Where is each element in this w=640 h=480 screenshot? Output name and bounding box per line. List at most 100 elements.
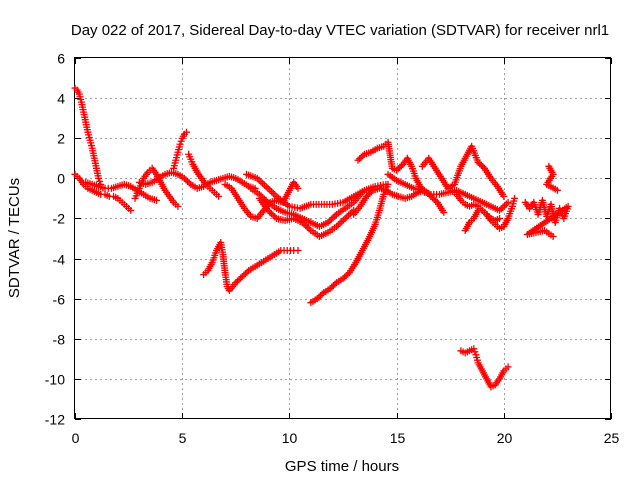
y-tick-label: -4 — [53, 252, 66, 268]
data-point — [180, 174, 188, 182]
data-point — [326, 285, 334, 293]
data-point — [177, 137, 185, 145]
y-tick-label: -6 — [53, 292, 66, 308]
data-point — [294, 184, 302, 192]
data-point — [440, 208, 448, 216]
y-tick-label: -12 — [45, 412, 65, 428]
data-point — [235, 276, 243, 284]
chart-title: Day 022 of 2017, Sidereal Day-to-day VTE… — [71, 22, 609, 39]
data-point — [500, 192, 508, 200]
data-point — [262, 183, 270, 191]
y-tick-label: -8 — [53, 332, 66, 348]
data-point — [184, 177, 192, 185]
data-point — [367, 188, 375, 196]
data-points — [71, 84, 572, 391]
data-point — [271, 191, 279, 199]
data-point — [397, 162, 405, 170]
data-point — [504, 363, 512, 371]
data-point — [496, 214, 504, 222]
data-point — [329, 282, 337, 290]
data-point — [318, 290, 326, 298]
data-point — [331, 212, 339, 220]
data-point — [269, 211, 277, 219]
data-point — [327, 215, 335, 223]
data-point — [338, 218, 346, 226]
data-point — [357, 153, 365, 161]
y-tick-label: 0 — [57, 171, 65, 187]
data-point — [366, 189, 374, 197]
data-point — [240, 271, 248, 279]
x-tick-label: 20 — [497, 430, 513, 446]
data-point — [511, 194, 519, 202]
data-point — [364, 191, 372, 199]
data-point — [266, 186, 274, 194]
data-point — [96, 177, 104, 185]
x-tick-label: 25 — [604, 430, 620, 446]
data-point — [331, 280, 339, 288]
data-point — [95, 174, 103, 182]
x-tick-label: 10 — [282, 430, 298, 446]
data-point — [185, 179, 193, 187]
data-point — [501, 202, 509, 210]
data-point — [553, 186, 561, 194]
data-point — [342, 272, 350, 280]
y-axis-label: SDTVAR / TECUs — [6, 178, 23, 298]
x-tick-label: 15 — [390, 430, 406, 446]
data-point — [238, 273, 246, 281]
x-axis-label: GPS time / hours — [285, 458, 399, 475]
data-point — [344, 270, 352, 278]
data-point — [237, 274, 245, 282]
data-point — [313, 295, 321, 303]
data-point — [429, 194, 437, 202]
data-point — [215, 192, 223, 200]
data-point — [257, 178, 265, 186]
data-point — [432, 197, 440, 205]
data-point — [260, 181, 268, 189]
data-point — [328, 283, 336, 291]
data-point — [243, 268, 251, 276]
y-tick-label: -10 — [45, 372, 65, 388]
y-tick-label: -2 — [53, 211, 66, 227]
data-point — [358, 188, 366, 196]
grid — [75, 58, 611, 419]
x-tick-label: 5 — [179, 430, 187, 446]
y-tick-label: 4 — [57, 91, 65, 107]
data-point — [471, 348, 479, 356]
data-point — [329, 214, 337, 222]
data-point — [233, 277, 241, 285]
data-point — [152, 196, 160, 204]
data-point — [341, 214, 349, 222]
data-point — [303, 223, 311, 231]
y-tick-label: 2 — [57, 131, 65, 147]
data-point — [497, 205, 505, 213]
data-point — [182, 128, 190, 136]
data-point — [476, 160, 484, 168]
data-point — [393, 166, 401, 174]
data-point — [345, 211, 353, 219]
data-point — [294, 247, 302, 255]
data-point — [315, 293, 323, 301]
data-point — [316, 292, 324, 300]
plot-frame — [74, 57, 611, 419]
y-tick-label: 6 — [57, 51, 65, 67]
data-point — [269, 189, 277, 197]
data-point — [396, 163, 404, 171]
data-point — [479, 163, 487, 171]
data-point — [474, 158, 482, 166]
data-point — [336, 219, 344, 227]
data-point — [504, 198, 512, 206]
data-point — [363, 192, 371, 200]
data-point — [359, 152, 367, 160]
data-point — [176, 140, 184, 148]
data-point — [259, 179, 267, 187]
data-point — [343, 213, 351, 221]
data-point — [384, 180, 392, 188]
data-point — [267, 210, 275, 218]
data-point — [182, 176, 190, 184]
data-point — [127, 206, 135, 214]
x-tick-label: 0 — [72, 430, 80, 446]
data-point — [174, 202, 182, 210]
data-point — [477, 161, 485, 169]
data-point — [241, 270, 249, 278]
data-point — [346, 210, 354, 218]
